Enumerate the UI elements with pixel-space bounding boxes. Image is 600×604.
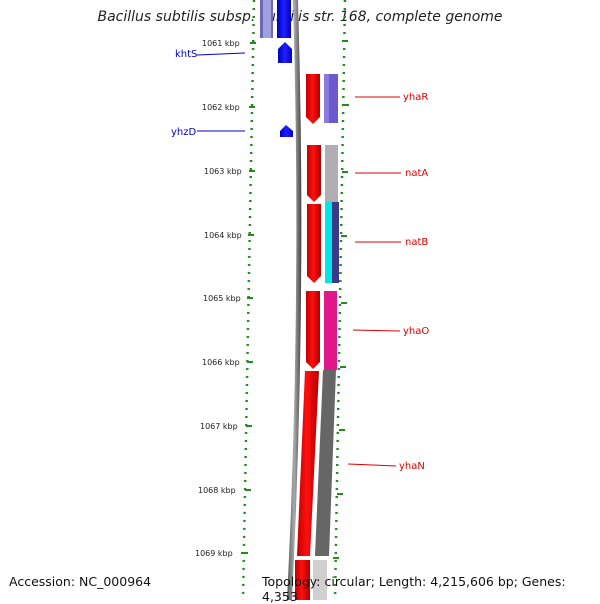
accession-text: Accession: NC_000964 [9,574,152,589]
label-natB: natB [405,237,428,248]
forward-strand-genes[interactable] [260,0,293,137]
label-yhaR: yhaR [403,92,428,103]
gene-yhaO[interactable] [306,291,320,369]
gene-yhaN[interactable] [297,371,319,556]
kbp-label: 1063 kbp [204,167,242,176]
kbp-label: 1069 kbp [195,549,233,558]
label-yhaN: yhaN [399,461,425,472]
kbp-labels: 1061 kbp 1062 kbp 1063 kbp 1064 kbp 1065… [195,39,242,558]
label-yhzD: yhzD [171,127,197,138]
kbp-label: 1061 kbp [202,39,240,48]
gene-natA[interactable] [307,145,321,202]
label-natA: natA [405,168,428,179]
gene-labels-left: khtS yhzD [171,49,246,138]
gene-natB[interactable] [307,204,321,283]
gene-yhaR[interactable] [306,74,320,124]
reverse-strand-genes[interactable] [295,74,321,600]
gene-labels-right: yhaR natA natB yhaO yhaN [347,92,429,472]
kbp-label: 1062 kbp [202,103,240,112]
tick-ring-inner [241,0,256,600]
gene-khtS[interactable] [278,42,292,63]
genome-backbone [287,0,302,600]
kbp-label: 1064 kbp [204,231,242,240]
kbp-label: 1067 kbp [200,422,238,431]
map-title: Bacillus subtilis subsp. subtilis str. 1… [97,9,503,25]
gene-yhzD[interactable] [280,125,293,137]
label-yhaO: yhaO [403,326,429,337]
kbp-label: 1068 kbp [198,486,236,495]
label-khtS: khtS [175,49,197,60]
feature-category-bars[interactable] [313,74,339,600]
kbp-label: 1066 kbp [202,358,240,367]
major-ticks [241,40,349,559]
kbp-label: 1065 kbp [203,294,241,303]
